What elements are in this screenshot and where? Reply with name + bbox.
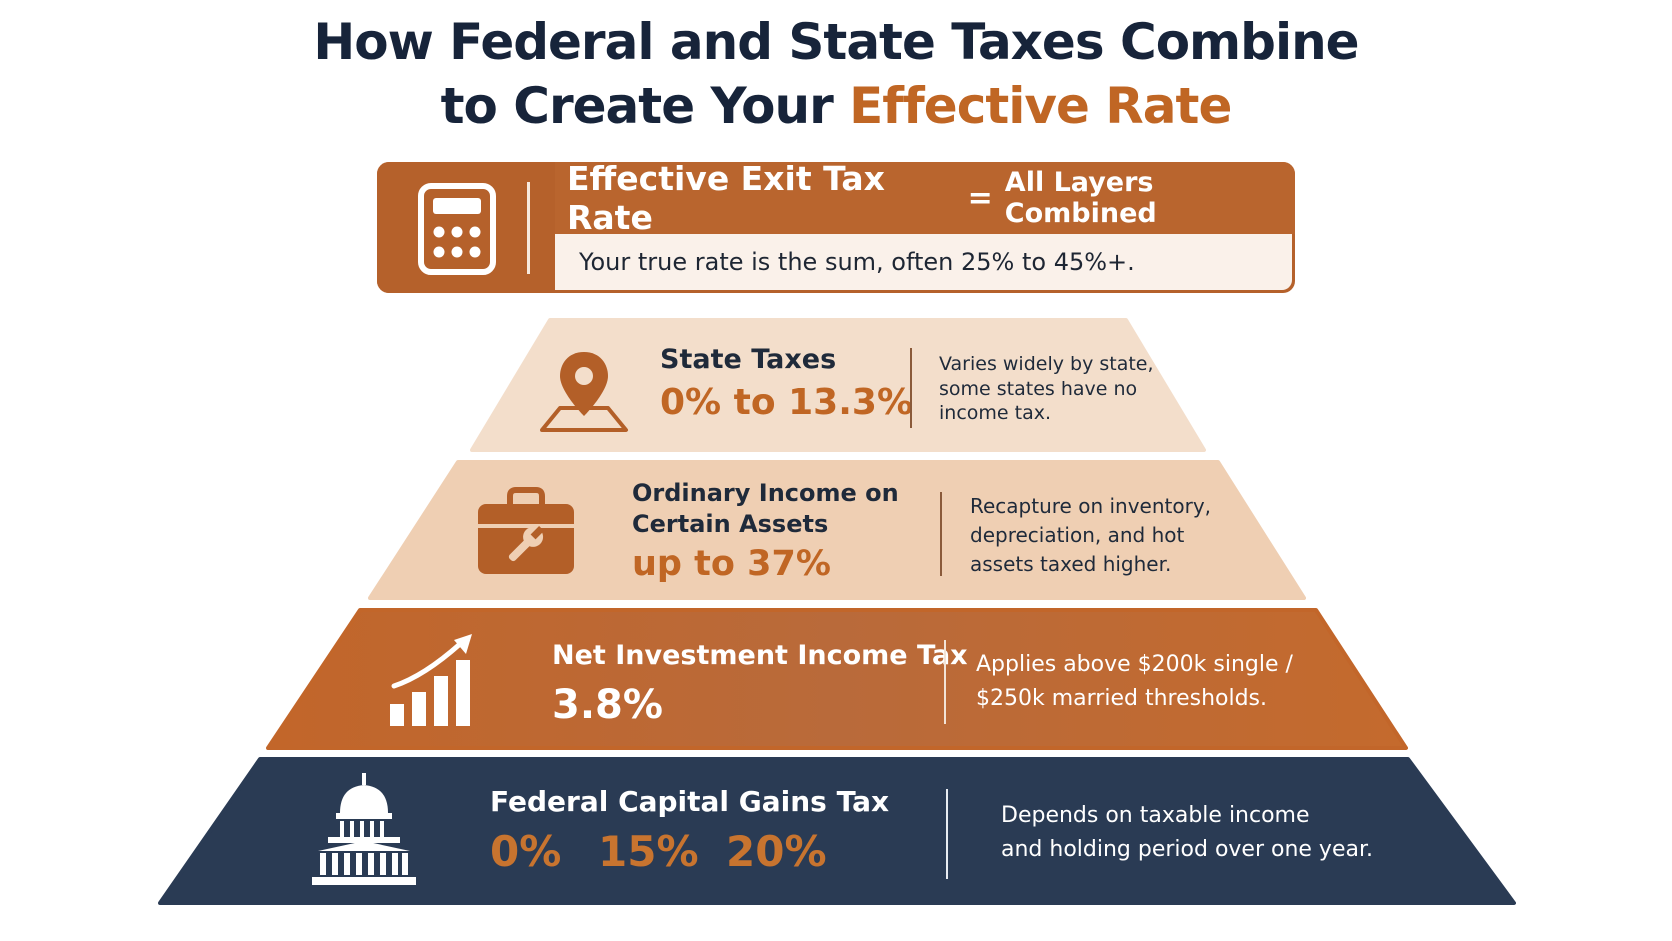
tier-ordinary-income-divider bbox=[940, 492, 942, 576]
desc-line: $250k married thresholds. bbox=[976, 686, 1268, 711]
title-accent: Effective Rate bbox=[849, 77, 1232, 135]
desc-line: income tax. bbox=[939, 402, 1052, 425]
tier-federal-divider bbox=[946, 789, 948, 879]
tier-state-taxes: State Taxes 0% to 13.3% Varies widely by… bbox=[470, 318, 1206, 452]
tier-niit-divider bbox=[944, 640, 946, 724]
desc-line: assets taxed higher. bbox=[970, 552, 1172, 576]
banner-divider bbox=[527, 182, 530, 274]
tier-ordinary-income-shape bbox=[368, 460, 1306, 600]
tier-ordinary-income-description: Recapture on inventory, depreciation, an… bbox=[970, 492, 1211, 579]
desc-line: Varies widely by state, bbox=[939, 353, 1154, 375]
tier-federal-rate-20: 20% bbox=[726, 827, 827, 876]
tier-state-taxes-title: State Taxes bbox=[660, 344, 837, 375]
tier-federal-description: Depends on taxable income and holding pe… bbox=[1001, 799, 1373, 867]
desc-line: Depends on taxable income bbox=[1001, 803, 1310, 828]
tier-federal-title: Federal Capital Gains Tax bbox=[490, 785, 890, 818]
page-title: How Federal and State Taxes Combine to C… bbox=[0, 10, 1672, 138]
desc-line: and holding period over one year. bbox=[1001, 837, 1373, 862]
tier-niit-shape bbox=[266, 608, 1408, 750]
banner-heading-main: Effective Exit Tax Rate bbox=[567, 162, 885, 237]
banner-subtext: Your true rate is the sum, often 25% to … bbox=[555, 234, 1292, 290]
title-line-2-prefix: to Create Your bbox=[440, 77, 850, 135]
tier-ordinary-income-title: Ordinary Income on Certain Assets bbox=[632, 478, 899, 540]
tier-federal-capital-gains-tax: Federal Capital Gains Tax 0% 15% 20% Dep… bbox=[158, 757, 1516, 907]
bar-chart-growth-icon bbox=[390, 634, 472, 726]
title-line: Certain Assets bbox=[632, 510, 829, 538]
title-line: Ordinary Income on bbox=[632, 479, 899, 507]
tier-federal-rate-0: 0% bbox=[490, 827, 562, 876]
tier-federal-shape bbox=[158, 757, 1516, 905]
tier-state-taxes-shape bbox=[470, 318, 1206, 452]
desc-line: Applies above $200k single / bbox=[976, 652, 1293, 677]
tier-net-investment-income-tax: Net Investment Income Tax 3.8% Applies a… bbox=[266, 608, 1408, 750]
title-line-1: How Federal and State Taxes Combine bbox=[313, 13, 1359, 71]
tier-federal-rate-15: 15% bbox=[598, 827, 699, 876]
tier-niit-description: Applies above $200k single / $250k marri… bbox=[976, 648, 1293, 716]
banner-heading-equals: = bbox=[967, 180, 993, 216]
desc-line: depreciation, and hot bbox=[970, 523, 1185, 547]
capitol-building-icon bbox=[312, 773, 416, 885]
banner-heading: Effective Exit Tax Rate = All Layers Com… bbox=[555, 162, 1295, 237]
map-pin-icon bbox=[540, 352, 628, 432]
tier-ordinary-income: Ordinary Income on Certain Assets up to … bbox=[368, 460, 1306, 600]
calculator-icon bbox=[418, 183, 496, 275]
tier-ordinary-income-rate: up to 37% bbox=[632, 544, 831, 584]
effective-rate-banner: Effective Exit Tax Rate = All Layers Com… bbox=[377, 162, 1295, 293]
tier-niit-title: Net Investment Income Tax bbox=[552, 640, 968, 671]
desc-line: Recapture on inventory, bbox=[970, 494, 1212, 518]
tier-state-taxes-divider bbox=[910, 348, 912, 428]
desc-line: some states have no bbox=[939, 377, 1138, 400]
tier-niit-rate: 3.8% bbox=[552, 682, 663, 728]
title-line-2: to Create Your Effective Rate bbox=[0, 74, 1672, 138]
banner-heading-rest: All Layers Combined bbox=[1004, 167, 1157, 229]
briefcase-wrench-icon bbox=[478, 487, 574, 574]
tier-state-taxes-rate: 0% to 13.3% bbox=[660, 382, 914, 423]
banner-icon-area bbox=[377, 162, 555, 293]
tier-state-taxes-description: Varies widely by state, some states have… bbox=[939, 352, 1154, 426]
